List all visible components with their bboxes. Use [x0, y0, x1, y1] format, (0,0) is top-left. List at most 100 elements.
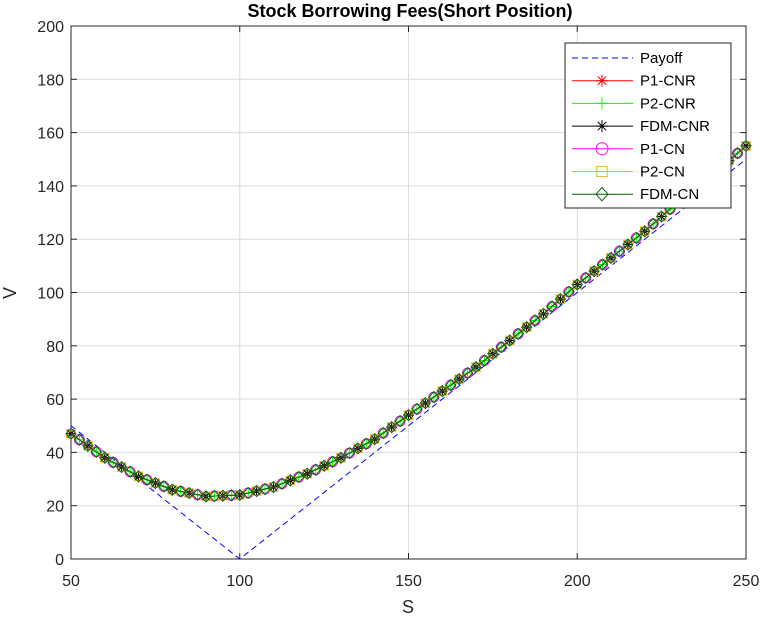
x-tick-label: 250 — [733, 573, 760, 590]
data-point — [623, 239, 633, 250]
legend-marker — [596, 165, 608, 178]
data-point — [554, 292, 567, 306]
data-point — [461, 366, 474, 380]
data-point — [478, 354, 491, 367]
data-point — [284, 474, 297, 487]
data-point — [116, 462, 127, 472]
y-tick-label: 180 — [37, 72, 64, 89]
data-point — [521, 322, 532, 332]
data-point — [124, 465, 136, 478]
data-point — [166, 483, 178, 496]
legend-marker — [596, 74, 608, 87]
data-point — [343, 446, 356, 460]
legend-label: P2-CN — [640, 164, 685, 181]
data-point — [394, 414, 406, 428]
data-point — [411, 402, 423, 416]
data-point — [495, 340, 507, 354]
data-point — [370, 434, 380, 444]
x-tick-label: 150 — [395, 573, 422, 590]
y-tick-label: 80 — [46, 339, 64, 356]
data-point — [200, 490, 212, 503]
data-point — [546, 300, 558, 313]
data-point — [183, 486, 195, 500]
data-point — [115, 460, 128, 474]
data-point — [369, 432, 381, 446]
data-point — [82, 439, 94, 452]
legend-item: P2-CNR — [572, 95, 696, 112]
data-point — [73, 433, 86, 446]
data-point — [301, 467, 313, 480]
data-point — [639, 224, 651, 238]
data-point — [529, 314, 541, 327]
data-point — [191, 488, 204, 501]
y-tick-label: 140 — [37, 179, 64, 196]
data-point — [402, 408, 415, 422]
y-tick-label: 160 — [37, 126, 64, 143]
data-point — [385, 420, 398, 434]
data-point — [538, 309, 549, 319]
data-point — [293, 470, 305, 484]
data-point — [741, 141, 751, 151]
y-tick-label: 40 — [46, 445, 64, 462]
legend-item: P1-CNR — [572, 73, 696, 90]
data-point — [606, 253, 616, 263]
legend-label: Payoff — [640, 50, 683, 67]
data-point — [640, 226, 650, 236]
y-tick-label: 20 — [46, 499, 64, 516]
legend-label: FDM-CN — [640, 186, 699, 203]
data-point — [589, 266, 599, 276]
data-point — [419, 396, 432, 410]
legend-item: P1-CN — [572, 141, 685, 158]
data-point — [512, 327, 524, 341]
data-point — [488, 349, 498, 359]
data-point — [403, 410, 414, 420]
data-point — [149, 476, 162, 490]
y-tick-label: 200 — [37, 19, 64, 36]
legend-item: Payoff — [572, 50, 683, 67]
data-point — [267, 480, 280, 494]
data-point — [353, 443, 363, 454]
data-point — [268, 482, 279, 492]
data-point — [386, 422, 397, 432]
x-tick-label: 100 — [226, 573, 253, 590]
y-axis-label: V — [0, 287, 20, 299]
legend-label: P1-CN — [640, 141, 685, 158]
data-point — [175, 485, 187, 498]
data-point — [580, 271, 592, 285]
data-point — [605, 251, 617, 265]
data-point — [630, 231, 642, 245]
data-point — [588, 264, 600, 278]
legend-marker — [595, 186, 609, 202]
data-point — [655, 210, 668, 223]
data-point — [302, 468, 312, 479]
data-point — [453, 372, 465, 386]
grid — [70, 25, 747, 560]
legend-label: FDM-CNR — [640, 118, 710, 135]
data-point — [318, 459, 330, 472]
data-point — [251, 486, 262, 496]
data-point — [504, 334, 516, 347]
data-point — [445, 378, 457, 392]
y-tick-label: 0 — [55, 552, 64, 569]
data-point — [319, 460, 329, 471]
legend-item: FDM-CN — [572, 186, 699, 203]
data-point — [377, 426, 389, 440]
x-tick-label: 200 — [564, 573, 591, 590]
data-point — [428, 390, 440, 404]
data-point — [141, 473, 153, 486]
data-point — [133, 471, 144, 482]
data-point — [310, 463, 322, 476]
data-point — [471, 362, 481, 372]
data-point — [487, 347, 499, 361]
legend-marker — [596, 120, 608, 133]
data-point — [66, 428, 76, 439]
data-point — [656, 211, 667, 222]
data-point — [100, 452, 110, 463]
data-point — [740, 139, 752, 153]
y-tick-label: 120 — [37, 232, 64, 249]
data-point — [571, 278, 583, 291]
y-tick-label: 100 — [37, 286, 64, 303]
data-point — [225, 489, 237, 502]
axes — [70, 25, 747, 560]
data-point — [326, 455, 339, 468]
